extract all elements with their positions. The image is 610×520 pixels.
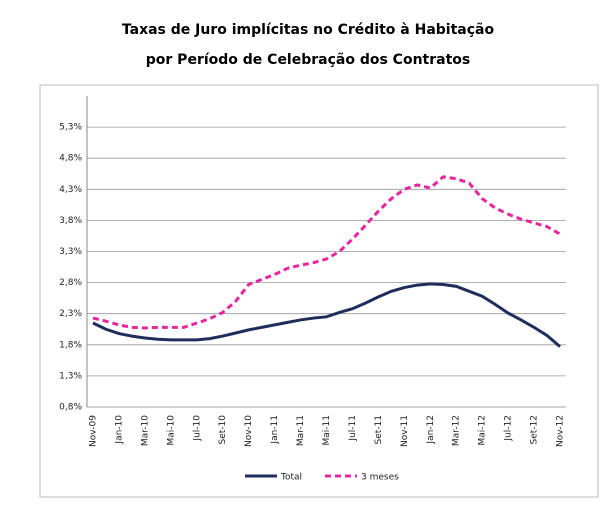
x-tick-label: Mar-11 [296,415,306,446]
x-tick-label: Mai-12 [478,415,488,445]
x-tick-label: Mar-10 [140,415,150,446]
x-tick-label: Set-10 [218,415,228,445]
y-tick-label: 1,8% [59,340,82,350]
x-tick-label: Nov-10 [244,415,254,447]
x-tick-label: Nov-12 [556,415,566,447]
y-tick-label: 3,3% [59,247,82,257]
y-tick-label: 4,8% [59,154,82,164]
x-tick-label: Jan-11 [270,415,280,445]
legend-label: Total [280,473,302,483]
x-tick-label: Set-11 [374,415,384,444]
y-tick-label: 2,8% [59,278,82,288]
chart-title: Taxas de Juro implícitas no Crédito à Ha… [122,22,495,38]
x-tick-label: Jul-12 [504,415,514,442]
y-tick-label: 0,8% [59,403,82,413]
series-line [92,175,561,330]
x-tick-label: Nov-09 [89,415,99,447]
legend-label: 3 meses [361,473,399,483]
chart-subtitle: por Período de Celebração dos Contratos [146,52,470,68]
series-line [92,282,561,348]
x-tick-label: Jan-12 [426,415,436,445]
x-tick-label: Mai-11 [322,415,332,445]
y-tick-label: 5,3% [59,123,82,133]
x-tick-label: Mar-12 [452,415,462,446]
x-tick-label: Mai-10 [166,415,176,446]
x-tick-label: Nov-11 [400,415,410,447]
y-tick-label: 3,8% [59,216,82,226]
x-tick-label: Jul-11 [348,415,358,442]
y-tick-label: 2,3% [59,309,82,319]
x-tick-label: Jan-10 [114,415,124,445]
y-tick-label: 1,3% [59,371,82,381]
chart-frame [39,84,599,498]
x-tick-label: Jul-10 [192,415,202,442]
x-tick-label: Set-12 [530,415,540,444]
y-tick-label: 4,3% [59,185,82,195]
